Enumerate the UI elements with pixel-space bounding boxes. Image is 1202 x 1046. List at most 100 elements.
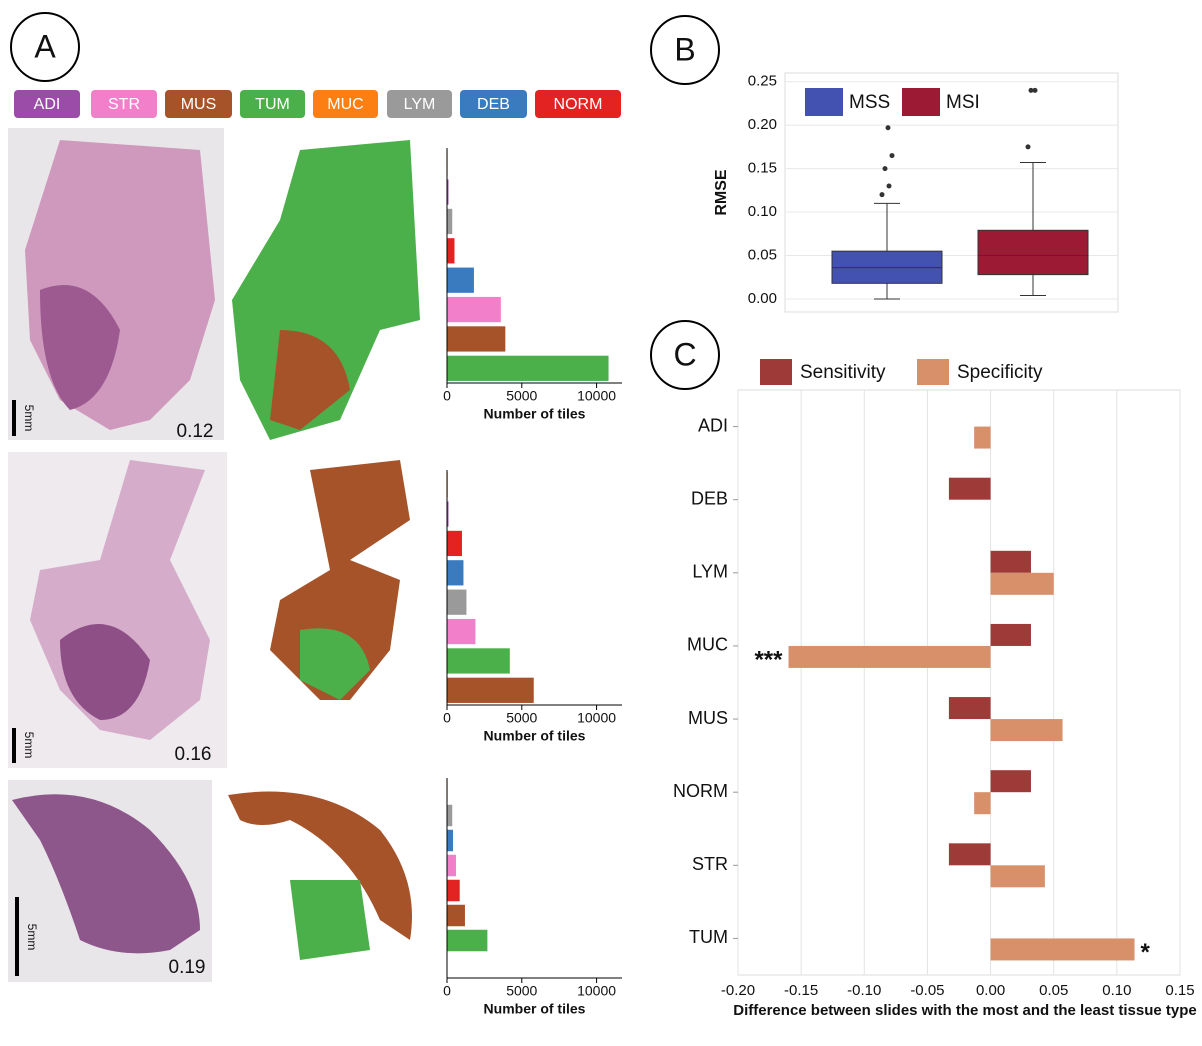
scale-label: 5mm xyxy=(25,924,39,951)
y-tick-label: MUC xyxy=(687,635,728,655)
flier xyxy=(885,125,891,131)
legend-label: MSS xyxy=(849,92,890,113)
legend-swatch xyxy=(902,88,940,116)
tissue xyxy=(12,794,200,954)
bar xyxy=(447,296,501,323)
legend-swatch xyxy=(165,90,232,118)
plot-frame xyxy=(784,72,1119,313)
x-axis-label: Number of tiles xyxy=(484,728,586,744)
y-tick-label: ADI xyxy=(698,415,728,435)
bar xyxy=(447,326,506,352)
x-tick-label: 5000 xyxy=(506,983,537,999)
bar xyxy=(447,648,510,674)
panel-circle xyxy=(10,12,80,82)
bar xyxy=(447,238,455,264)
x-tick-label: 0.05 xyxy=(1039,982,1068,999)
y-tick-label: LYM xyxy=(692,562,728,582)
flier xyxy=(889,153,895,159)
legend-label: MUS xyxy=(181,96,217,113)
flier xyxy=(1028,87,1034,93)
legend-swatch xyxy=(805,88,843,116)
annotation: *** xyxy=(754,646,783,673)
x-tick-label: -0.15 xyxy=(784,982,818,999)
x-tick-label: 0.15 xyxy=(1165,982,1194,999)
score: 0.19 xyxy=(169,957,206,978)
bar xyxy=(974,426,991,449)
legend-label: TUM xyxy=(255,96,290,113)
bar xyxy=(447,179,449,205)
legend-label: Specificity xyxy=(957,362,1043,383)
legend-swatch xyxy=(313,90,378,118)
flier xyxy=(886,183,892,189)
segmentation-map xyxy=(300,628,370,700)
flier xyxy=(879,192,885,198)
legend-label: Sensitivity xyxy=(800,362,886,383)
bar xyxy=(447,560,464,586)
annotation: * xyxy=(1141,939,1151,966)
y-tick-label: DEB xyxy=(691,488,728,508)
legend-label: ADI xyxy=(34,96,61,113)
legend-swatch xyxy=(387,90,452,118)
segmentation-map xyxy=(290,880,370,960)
legend-swatch xyxy=(760,359,792,385)
flier xyxy=(1032,87,1038,93)
scale-label: 5mm xyxy=(22,405,36,432)
x-tick-label: 5000 xyxy=(506,388,537,404)
tissue xyxy=(40,285,120,410)
flier xyxy=(1025,144,1031,150)
flier xyxy=(882,166,888,172)
bar xyxy=(447,929,488,952)
bar xyxy=(948,697,991,720)
legend-swatch xyxy=(460,90,527,118)
bar xyxy=(948,843,991,866)
x-tick-label: 0 xyxy=(443,983,451,999)
bar xyxy=(990,550,1031,573)
panel-label: B xyxy=(674,31,695,67)
bar xyxy=(974,792,991,815)
x-axis-label: Number of tiles xyxy=(484,406,586,422)
bar xyxy=(447,854,456,877)
legend-label: STR xyxy=(108,96,140,113)
legend-label: LYM xyxy=(404,96,436,113)
y-tick-label: 0.05 xyxy=(748,246,777,263)
legend-label: DEB xyxy=(477,96,510,113)
x-tick-label: 10000 xyxy=(577,983,616,999)
y-tick-label: NORM xyxy=(673,781,728,801)
scale-label: 5mm xyxy=(22,732,36,759)
score: 0.16 xyxy=(175,744,212,765)
legend-label: MSI xyxy=(946,92,980,113)
bar xyxy=(447,904,465,927)
score: 0.12 xyxy=(177,421,214,442)
x-tick-label: 0 xyxy=(443,710,451,726)
y-tick-label: STR xyxy=(692,854,728,874)
bar xyxy=(447,267,474,293)
y-tick-label: TUM xyxy=(689,927,728,947)
y-tick-label: 0.10 xyxy=(748,203,777,220)
y-tick-label: 0.20 xyxy=(748,116,777,133)
bar xyxy=(447,208,453,235)
y-tick-label: 0.15 xyxy=(748,160,777,177)
x-tick-label: 5000 xyxy=(506,710,537,726)
y-tick-label: MUS xyxy=(688,708,728,728)
x-tick-label: -0.10 xyxy=(847,982,881,999)
bar xyxy=(990,938,1135,961)
x-tick-label: 10000 xyxy=(577,710,616,726)
panel-label: A xyxy=(34,28,56,64)
bar xyxy=(447,589,467,615)
bar xyxy=(788,645,991,668)
segmentation-map xyxy=(270,330,350,430)
bar xyxy=(447,355,609,381)
x-tick-label: 0 xyxy=(443,388,451,404)
bar xyxy=(948,477,991,500)
bar xyxy=(447,501,449,527)
y-tick-label: 0.00 xyxy=(748,290,777,307)
legend-swatch xyxy=(917,359,949,385)
bar xyxy=(447,618,476,645)
y-tick-label: 0.25 xyxy=(748,73,777,90)
panel-circle xyxy=(650,15,720,85)
x-tick-label: -0.05 xyxy=(910,982,944,999)
bar xyxy=(447,530,462,557)
x-axis-label: Number of tiles xyxy=(484,1001,586,1017)
